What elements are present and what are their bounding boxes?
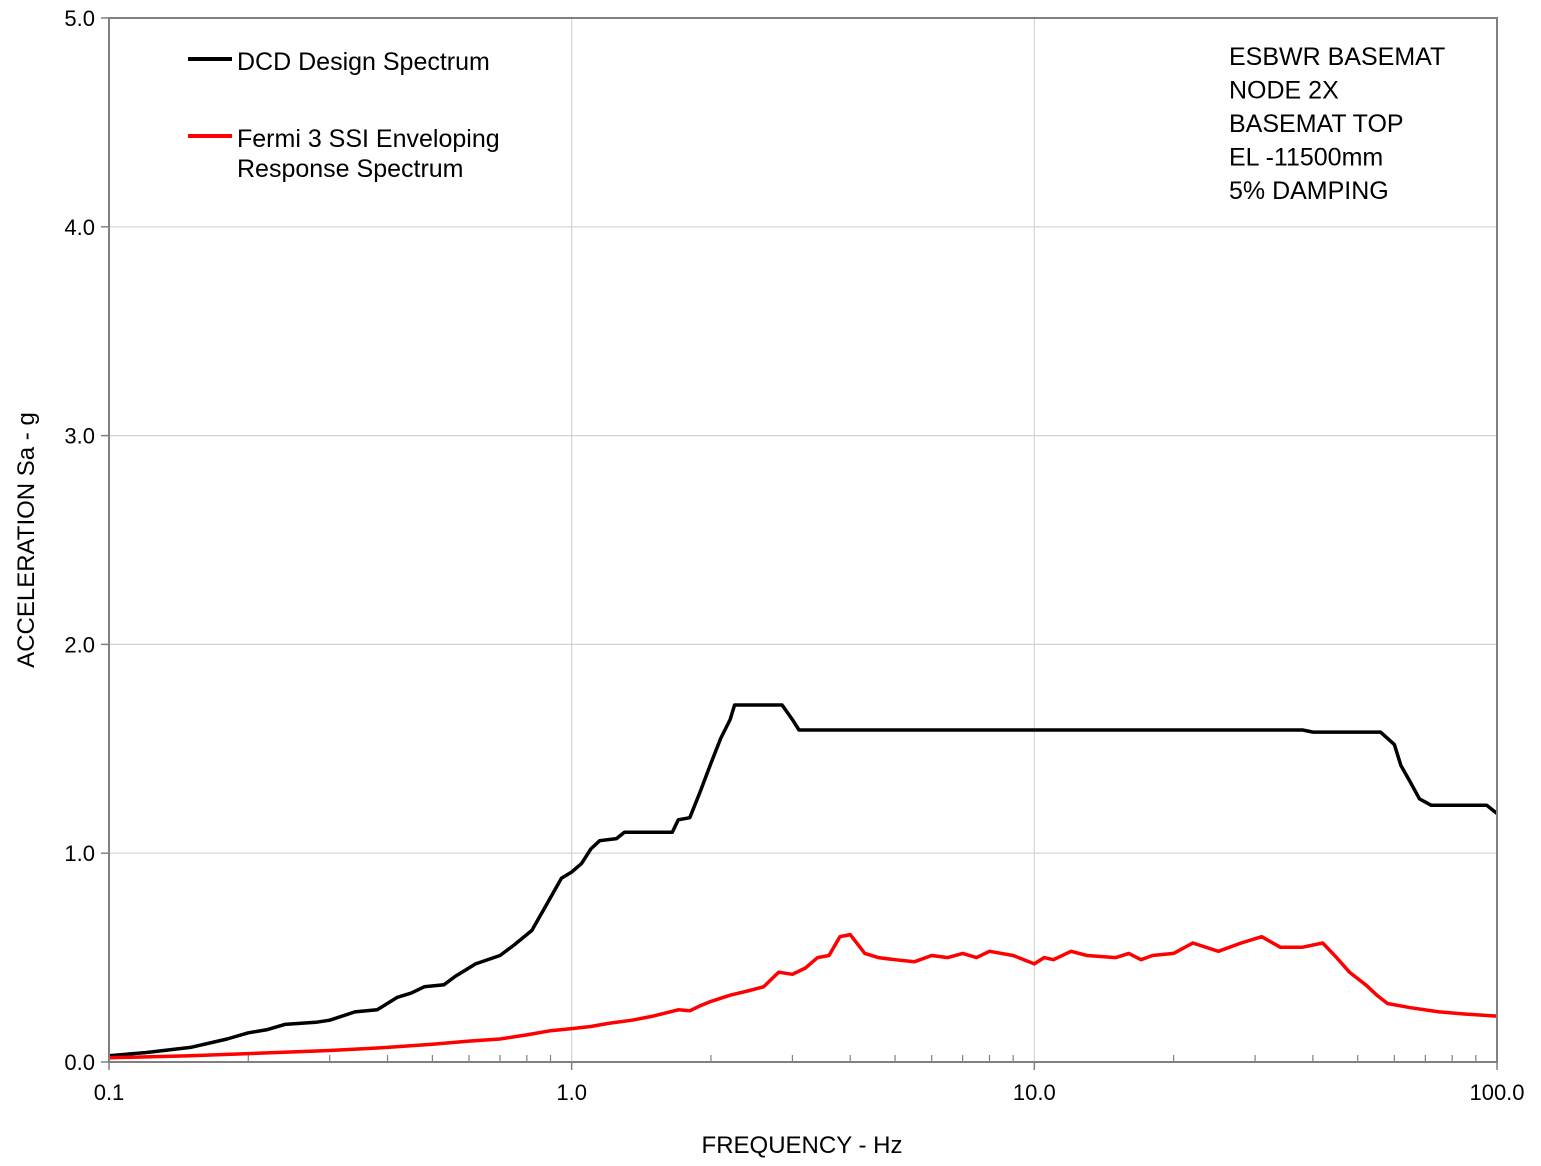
legend-label: Response Spectrum: [237, 155, 464, 183]
x-axis-title: FREQUENCY - Hz: [702, 1132, 903, 1159]
y-axis-title: ACCELERATION Sa - g: [13, 412, 40, 668]
x-tick-label: 0.1: [94, 1080, 125, 1105]
annotation-line: EL -11500mm: [1229, 144, 1383, 172]
legend-label: Fermi 3 SSI Enveloping: [237, 125, 500, 153]
y-tick-label: 1.0: [64, 841, 95, 866]
legend-label: DCD Design Spectrum: [237, 48, 490, 76]
annotation-line: BASEMAT TOP: [1229, 110, 1404, 138]
annotation-line: 5% DAMPING: [1229, 177, 1389, 205]
x-tick-label: 100.0: [1469, 1080, 1524, 1105]
y-tick-label: 2.0: [64, 632, 95, 657]
y-tick-label: 3.0: [64, 424, 95, 449]
y-tick-label: 5.0: [64, 6, 95, 31]
annotation-line: NODE 2X: [1229, 77, 1339, 105]
x-tick-label: 1.0: [556, 1080, 587, 1105]
annotation-line: ESBWR BASEMAT: [1229, 43, 1445, 71]
y-tick-label: 4.0: [64, 215, 95, 240]
x-tick-label: 10.0: [1013, 1080, 1056, 1105]
y-tick-label: 0.0: [64, 1050, 95, 1075]
